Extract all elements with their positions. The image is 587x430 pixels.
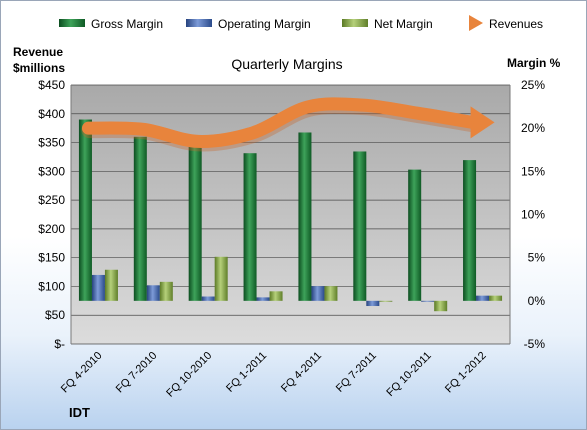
legend-label-operating-margin: Operating Margin: [218, 17, 311, 31]
revenues-point: [471, 120, 475, 124]
bar-net-margin: [379, 300, 393, 302]
revenues-point: [361, 103, 365, 107]
x-tick-label: FQ 1-2012: [443, 350, 489, 396]
right-tick-label: -5%: [524, 337, 546, 351]
x-tick-label: FQ 4-2010: [59, 350, 105, 396]
revenues-point: [86, 126, 90, 130]
x-tick-label: FQ 1-2011: [224, 350, 269, 395]
bar-gross-margin: [408, 169, 422, 301]
revenues-line-path: [81, 97, 480, 148]
left-tick-label: $100: [38, 279, 65, 293]
revenues-point: [196, 139, 200, 143]
bar-operating-margin: [201, 296, 215, 301]
legend-swatch-gross-margin: [59, 19, 85, 27]
legend-item-operating-margin[interactable]: Operating Margin: [186, 17, 311, 31]
x-tick-label: FQ 10-2010: [164, 350, 214, 400]
bar-net-margin: [214, 256, 228, 301]
bar-operating-margin: [366, 300, 380, 307]
x-tick-label: FQ 10-2011: [384, 350, 433, 399]
left-tick-label: $350: [38, 136, 65, 150]
right-tick-label: 25%: [521, 78, 545, 92]
left-tick-label: $-: [54, 337, 65, 351]
bar-gross-margin: [78, 119, 92, 301]
legend-label-revenues: Revenues: [489, 17, 543, 31]
legend-item-gross-margin[interactable]: Gross Margin: [59, 17, 163, 31]
left-tick-label: $300: [38, 164, 65, 178]
bar-net-margin: [104, 269, 118, 301]
bar-operating-margin: [91, 274, 105, 301]
chart-title: Quarterly Margins: [231, 56, 342, 72]
x-tick-label: FQ 7-2011: [334, 350, 379, 395]
left-axis-title-line2: $millions: [13, 61, 65, 75]
right-tick-label: 15%: [521, 164, 545, 178]
left-tick-label: $200: [38, 222, 65, 236]
right-axis-title: Margin %: [507, 56, 561, 70]
legend-swatch-operating-margin: [186, 19, 212, 27]
revenues-point: [141, 127, 145, 131]
x-axis-ticks: FQ 4-2010 FQ 7-2010 FQ 10-2010 FQ 1-2011 FQ …: [59, 350, 489, 400]
right-tick-label: 0%: [528, 294, 546, 308]
bar-gross-margin: [298, 132, 312, 301]
bar-net-margin: [159, 281, 173, 301]
legend-item-net-margin[interactable]: Net Margin: [342, 17, 433, 31]
bar-series: [78, 119, 503, 312]
revenues-point: [251, 131, 255, 135]
x-tick-label: FQ 4-2011: [279, 350, 324, 395]
legend-swatch-net-margin: [342, 19, 368, 27]
bar-operating-margin: [256, 297, 270, 301]
legend-label-net-margin: Net Margin: [374, 17, 433, 31]
right-axis-ticks: -5% 0% 5% 10% 15% 20% 25%: [521, 78, 545, 351]
left-tick-label: $450: [38, 78, 65, 92]
bar-net-margin: [269, 291, 283, 301]
bar-net-margin: [324, 286, 338, 301]
left-tick-label: $50: [45, 308, 65, 322]
revenues-point: [416, 111, 420, 115]
right-tick-label: 10%: [521, 208, 545, 222]
left-tick-label: $150: [38, 251, 65, 265]
company-label: IDT: [69, 405, 90, 420]
left-axis-title-line1: Revenue: [13, 45, 63, 59]
bar-operating-margin: [311, 286, 325, 301]
bar-gross-margin: [463, 160, 477, 301]
legend-label-gross-margin: Gross Margin: [91, 17, 163, 31]
left-tick-label: $250: [38, 193, 65, 207]
left-axis-ticks: $- $50 $100 $150 $200 $250 $300 $350 $400 $450: [38, 78, 65, 351]
bar-gross-margin: [243, 153, 257, 301]
legend-arrowhead-revenues: [469, 15, 483, 31]
revenues-arrowhead: [470, 106, 495, 139]
legend: Gross Margin Operating Margin Net Margin…: [59, 15, 543, 31]
revenues-point: [306, 105, 310, 109]
bar-net-margin: [434, 300, 448, 312]
revenues-line: [81, 97, 495, 152]
right-tick-label: 5%: [528, 251, 546, 265]
bar-operating-margin: [146, 285, 160, 301]
bar-net-margin: [489, 295, 503, 301]
bar-operating-margin: [476, 295, 490, 301]
right-tick-label: 20%: [521, 121, 545, 135]
bar-gross-margin: [133, 136, 147, 301]
left-tick-label: $400: [38, 107, 65, 121]
legend-item-revenues[interactable]: Revenues: [449, 15, 543, 31]
bar-gross-margin: [353, 151, 367, 301]
bar-gross-margin: [188, 141, 202, 301]
bar-operating-margin: [421, 300, 435, 302]
x-tick-label: FQ 7-2010: [114, 350, 160, 396]
